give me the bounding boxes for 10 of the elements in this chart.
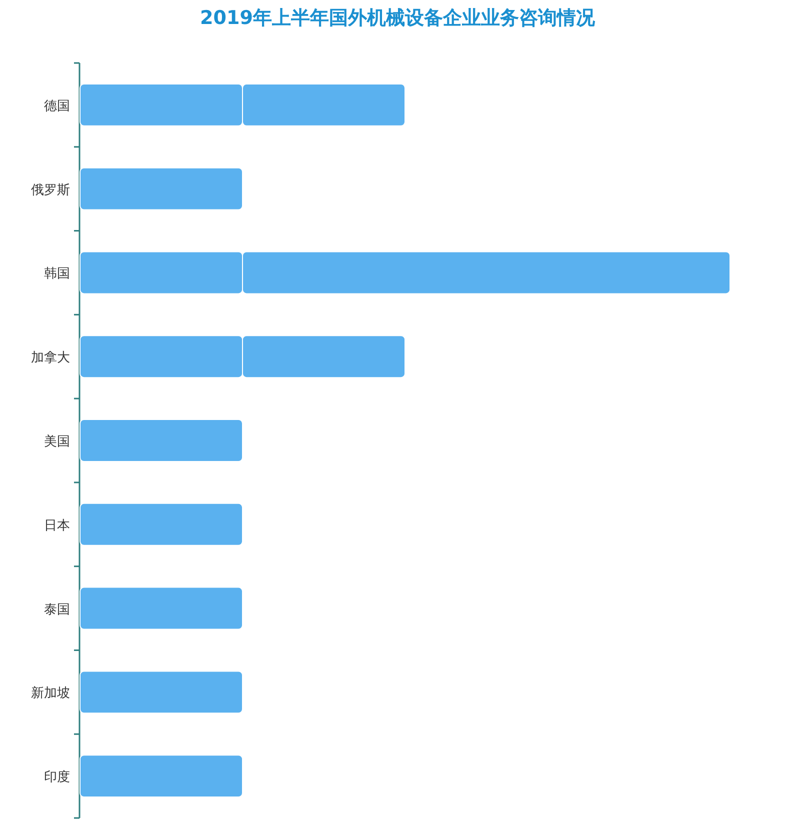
y-tick-label: 日本 bbox=[44, 518, 70, 534]
y-tick-label: 印度 bbox=[44, 769, 70, 786]
y-tick-label: 韩国 bbox=[44, 266, 70, 282]
y-tick-label: 俄罗斯 bbox=[31, 182, 70, 198]
y-tick-label: 德国 bbox=[44, 98, 70, 114]
y-tick-label: 美国 bbox=[44, 434, 70, 450]
chart-title: 2019年上半年国外机械设备企业业务咨询情况 bbox=[200, 7, 596, 29]
y-tick-label: 加拿大 bbox=[31, 350, 70, 366]
y-tick-label: 泰国 bbox=[44, 602, 70, 618]
y-tick-label: 新加坡 bbox=[31, 686, 70, 702]
